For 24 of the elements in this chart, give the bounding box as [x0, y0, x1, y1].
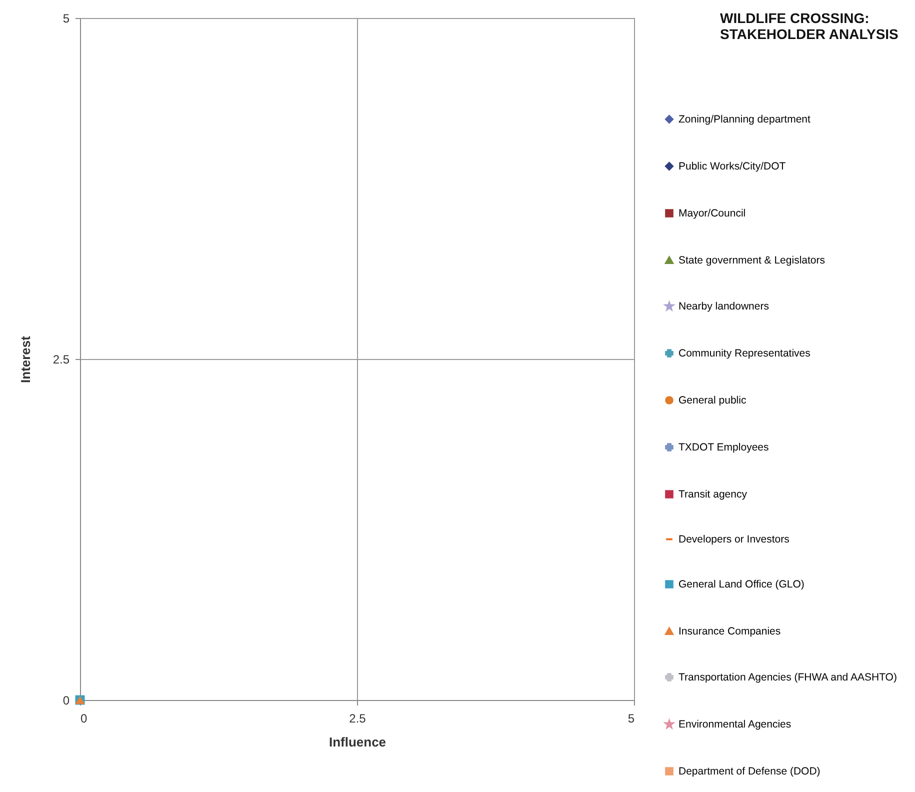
- legend-label: Insurance Companies: [678, 625, 781, 638]
- y-tick-label: 5: [62, 12, 70, 26]
- legend-label: Mayor/Council: [678, 207, 746, 220]
- x-tick-label: 2.5: [349, 712, 366, 726]
- legend-label: Department of Defense (DOD): [678, 765, 820, 778]
- legend-label: General Land Office (GLO): [678, 578, 804, 590]
- legend-label: Community Representatives: [678, 347, 810, 360]
- y-axis-title: Interest: [18, 335, 33, 383]
- y-tick-label: 2.5: [52, 352, 70, 366]
- legend-label: General public: [678, 394, 746, 406]
- legend-label: Public Works/City/DOT: [678, 160, 786, 172]
- legend-label: Transit agency: [678, 488, 748, 500]
- text: WILDLIFE CROSSING: STAKEHOLDER ANALYSIS: [720, 10, 898, 42]
- legend-label: Nearby landowners: [678, 300, 769, 312]
- x-tick-label: 5: [628, 712, 635, 726]
- legend-label: Environmental Agencies: [678, 718, 792, 730]
- x-axis-title: Influence: [328, 734, 386, 750]
- legend-label: Zoning/Planning department: [678, 113, 811, 126]
- legend-label: State government & Legislators: [678, 254, 825, 266]
- y-tick-label: 0: [62, 694, 70, 708]
- legend-label: TXDOT Employees: [678, 441, 769, 454]
- x-tick-label: 0: [80, 712, 88, 726]
- legend-label: Transportation Agencies (FHWA and AASHTO): [678, 671, 897, 684]
- legend-label: Developers or Investors: [678, 533, 790, 546]
